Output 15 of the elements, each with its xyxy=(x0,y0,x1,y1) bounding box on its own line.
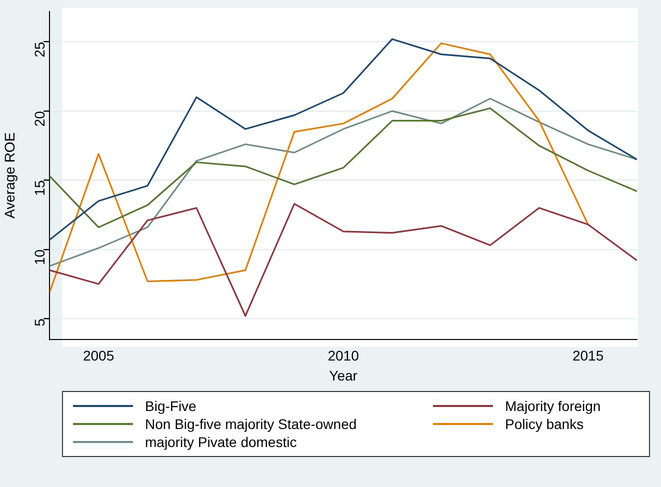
y-tick-label: 5 xyxy=(31,318,48,326)
legend-label: Non Big-five majority State-owned xyxy=(145,416,357,432)
x-tick-label: 2005 xyxy=(82,348,114,364)
x-axis-title: Year xyxy=(329,367,358,384)
legend-label: Big-Five xyxy=(145,398,196,414)
y-tick-label: 15 xyxy=(31,180,48,196)
legend-label: Policy banks xyxy=(505,416,584,432)
x-tick-label: 2010 xyxy=(328,348,360,364)
y-tick-label: 20 xyxy=(31,110,48,127)
y-tick-label: 10 xyxy=(31,249,48,266)
legend-label: majority Pivate domestic xyxy=(145,434,297,450)
y-tick-label: 25 xyxy=(31,42,48,58)
y-axis-title: Average ROE xyxy=(1,132,18,218)
legend-label: Majority foreign xyxy=(505,398,601,414)
x-tick-label: 2015 xyxy=(572,348,604,364)
